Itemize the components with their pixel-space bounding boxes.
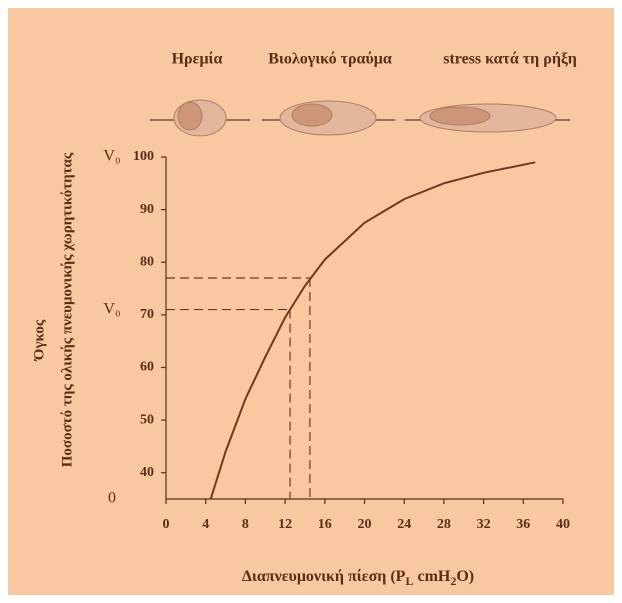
x-title-part: O)	[456, 568, 474, 585]
x-tick-label: 40	[556, 517, 570, 532]
y-annotation: 0	[108, 490, 116, 507]
y-axis-title: Όγκος	[31, 319, 47, 361]
y-annotation: V₀	[103, 300, 120, 317]
y-tick-label: 100	[133, 149, 154, 164]
y-axis-title: Ποσοστό της ολικής πνευμονικής χωρητικότ…	[59, 152, 75, 467]
x-title-part: L	[405, 574, 413, 588]
x-tick-label: 24	[397, 517, 411, 532]
y-tick-label: 40	[140, 465, 154, 480]
y-tick-label: 50	[140, 412, 154, 427]
x-title-part: cmH	[413, 568, 450, 585]
top-label: Βιολογικό τραύμα	[268, 51, 392, 68]
y-tick-label: 80	[140, 254, 154, 269]
x-title-part: 2	[450, 574, 456, 588]
x-axis-title: Διαπνευμονική πίεση (PL cmH2O)	[242, 568, 474, 588]
top-label: Ηρεμία	[172, 51, 223, 68]
x-tick-label: 36	[516, 517, 530, 532]
x-tick-label: 12	[278, 517, 292, 532]
x-tick-label: 4	[202, 517, 209, 532]
y-annotation: V₀	[103, 148, 120, 165]
curve	[209, 161, 536, 500]
x-tick-label: 32	[477, 517, 491, 532]
background	[8, 8, 614, 595]
x-tick-label: 8	[242, 517, 249, 532]
x-tick-label: 16	[318, 517, 332, 532]
y-tick-label: 60	[140, 360, 154, 375]
y-tick-label: 90	[140, 202, 154, 217]
x-tick-label: 28	[437, 517, 451, 532]
x-tick-label: 20	[358, 517, 372, 532]
x-tick-label: 0	[163, 517, 170, 532]
top-label: stress κατά τη ρήξη	[443, 51, 577, 68]
x-title-part: Διαπνευμονική πίεση (P	[242, 568, 406, 585]
lung-illustrations	[150, 99, 570, 137]
y-tick-label: 70	[140, 307, 154, 322]
